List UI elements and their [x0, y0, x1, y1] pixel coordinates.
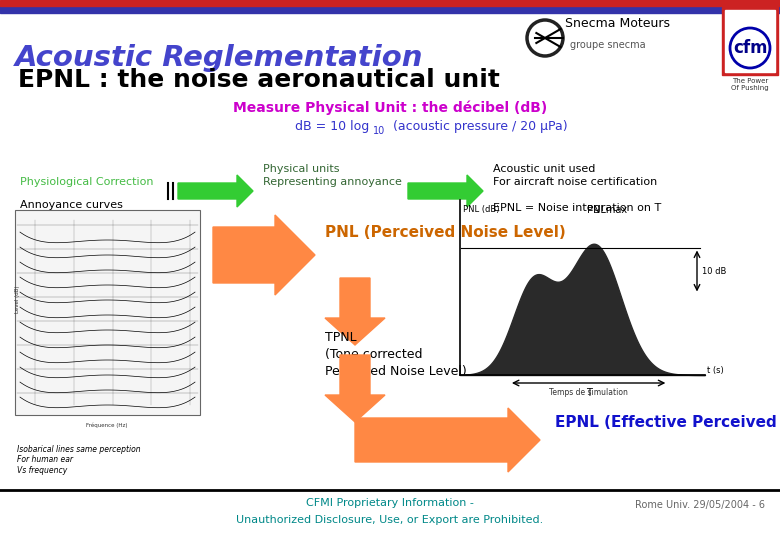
Bar [722, 7, 778, 75]
Text: groupe snecma: groupe snecma [570, 40, 646, 50]
Polygon shape [325, 355, 385, 422]
Text: Acoustic unit used
For aircraft noise certification: Acoustic unit used For aircraft noise ce… [493, 164, 658, 187]
Text: t (s): t (s) [707, 366, 724, 375]
Text: T: T [586, 388, 591, 398]
Text: Acoustic Reglementation: Acoustic Reglementation [15, 44, 424, 72]
Text: Fréquence (Hz): Fréquence (Hz) [87, 422, 128, 428]
Text: Physiological Correction: Physiological Correction [20, 177, 154, 187]
Text: The Power
Of Pushing: The Power Of Pushing [731, 78, 769, 91]
Polygon shape [325, 278, 385, 345]
Text: Snecma Moteurs: Snecma Moteurs [565, 17, 670, 30]
Text: Rome Univ. 29/05/2004 - 6: Rome Univ. 29/05/2004 - 6 [635, 500, 765, 510]
Text: PNL (dB): PNL (dB) [463, 205, 499, 214]
Bar [0, 6, 780, 13]
Text: dB = 10 log: dB = 10 log [295, 120, 369, 133]
Text: CFMI Proprietary Information -: CFMI Proprietary Information - [306, 498, 474, 508]
Text: 10: 10 [373, 126, 385, 136]
Text: EPNL : the noise aeronautical unit: EPNL : the noise aeronautical unit [18, 68, 500, 92]
Polygon shape [178, 175, 253, 207]
Text: 10 dB: 10 dB [702, 267, 726, 275]
Text: (acoustic pressure / 20 μPa): (acoustic pressure / 20 μPa) [381, 120, 568, 133]
Polygon shape [408, 175, 483, 207]
Text: Unauthorized Disclosure, Use, or Export are Prohibited.: Unauthorized Disclosure, Use, or Export … [236, 515, 544, 525]
Text: Annoyance curves: Annoyance curves [20, 200, 123, 210]
Text: cfm: cfm [732, 39, 768, 57]
Text: Physical units
Representing annoyance: Physical units Representing annoyance [263, 164, 402, 187]
Text: PNLmax: PNLmax [587, 205, 628, 215]
Text: Temps de simulation: Temps de simulation [549, 388, 628, 397]
Bar [725, 10, 775, 72]
Text: EPNL (Effective Perceived Noise Level): EPNL (Effective Perceived Noise Level) [555, 415, 780, 430]
Text: Measure Physical Unit : the décibel (dB): Measure Physical Unit : the décibel (dB) [233, 100, 547, 115]
Polygon shape [355, 408, 540, 472]
Polygon shape [213, 215, 315, 295]
Text: TPNL
(Tone corrected
Perceived Noise Level): TPNL (Tone corrected Perceived Noise Lev… [325, 331, 466, 378]
Text: Isobarical lines same perception
For human ear
Vs frequency: Isobarical lines same perception For hum… [17, 445, 140, 475]
Bar [15, 210, 200, 415]
Text: PNL (Perceived Noise Level): PNL (Perceived Noise Level) [325, 225, 566, 240]
Text: Level (dB): Level (dB) [15, 286, 20, 313]
Bar [0, 0, 780, 6]
Text: EPNL = Noise integration on T: EPNL = Noise integration on T [493, 203, 661, 213]
